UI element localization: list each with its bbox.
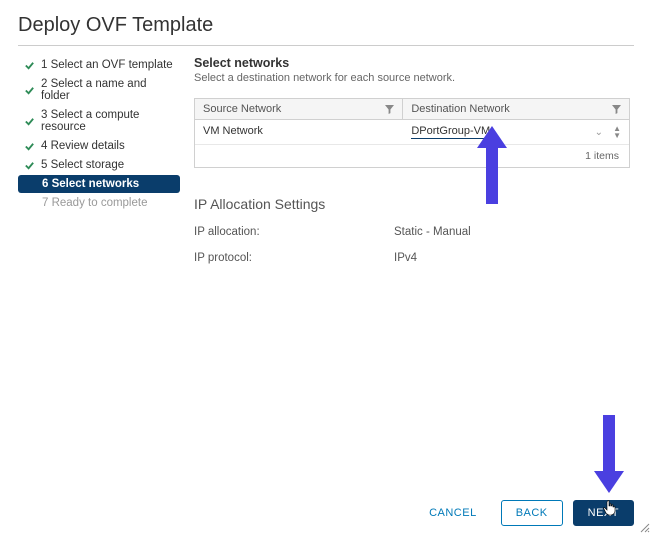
main-panel: Select networks Select a destination net… [194, 56, 634, 538]
step-label: 7 Ready to complete [42, 197, 147, 209]
section-title: Select networks [194, 56, 630, 70]
step-5[interactable]: 5 Select storage [18, 156, 180, 174]
ip-value: Static - Manual [394, 226, 471, 238]
step-label: 6 Select networks [42, 178, 139, 190]
step-label: 1 Select an OVF template [41, 59, 173, 71]
check-icon [24, 141, 35, 152]
col-label: Source Network [203, 103, 281, 115]
step-label: 2 Select a name and folder [41, 78, 174, 102]
filter-icon[interactable] [385, 105, 394, 114]
step-label: 3 Select a compute resource [41, 109, 174, 133]
destination-select[interactable]: DPortGroup-VM [411, 125, 490, 139]
ip-allocation-section: IP Allocation Settings IP allocation: St… [194, 196, 630, 264]
ip-section-title: IP Allocation Settings [194, 196, 630, 212]
dialog-footer: CANCEL BACK NEXT [415, 500, 634, 526]
dialog-title: Deploy OVF Template [18, 14, 634, 46]
step-label: 5 Select storage [41, 159, 124, 171]
col-source-network[interactable]: Source Network [195, 99, 403, 119]
cancel-button[interactable]: CANCEL [415, 501, 491, 525]
check-icon [24, 116, 35, 127]
wizard-sidebar: 1 Select an OVF template 2 Select a name… [18, 56, 180, 538]
step-6[interactable]: 6 Select networks [18, 175, 180, 193]
ip-row: IP protocol: IPv4 [194, 252, 630, 264]
cell-source: VM Network [195, 120, 403, 144]
ip-label: IP protocol: [194, 252, 394, 264]
step-7: 7 Ready to complete [18, 194, 180, 212]
ip-row: IP allocation: Static - Manual [194, 226, 630, 238]
section-description: Select a destination network for each so… [194, 72, 630, 84]
col-destination-network[interactable]: Destination Network [403, 99, 629, 119]
resize-grip-icon[interactable] [640, 522, 650, 536]
step-2[interactable]: 2 Select a name and folder [18, 75, 180, 105]
table-footer-count: 1 items [195, 145, 629, 167]
arrow-down-icon[interactable]: ▼ [613, 132, 621, 139]
ip-value: IPv4 [394, 252, 417, 264]
chevron-down-icon[interactable]: ⌄ [595, 127, 603, 138]
cell-destination[interactable]: DPortGroup-VM ⌄ ▲ ▼ [403, 120, 629, 144]
back-button[interactable]: BACK [501, 500, 563, 526]
table-header: Source Network Destination Network [195, 99, 629, 120]
col-label: Destination Network [411, 103, 509, 115]
step-1[interactable]: 1 Select an OVF template [18, 56, 180, 74]
step-3[interactable]: 3 Select a compute resource [18, 106, 180, 136]
check-icon [24, 60, 35, 71]
table-row: VM Network DPortGroup-VM ⌄ ▲ ▼ [195, 120, 629, 145]
step-4[interactable]: 4 Review details [18, 137, 180, 155]
step-label: 4 Review details [41, 140, 125, 152]
network-table: Source Network Destination Network VM Ne… [194, 98, 630, 168]
filter-icon[interactable] [612, 105, 621, 114]
check-icon [24, 85, 35, 96]
ip-label: IP allocation: [194, 226, 394, 238]
next-button[interactable]: NEXT [573, 500, 634, 526]
check-icon [24, 160, 35, 171]
scroll-arrows[interactable]: ▲ ▼ [613, 125, 621, 139]
